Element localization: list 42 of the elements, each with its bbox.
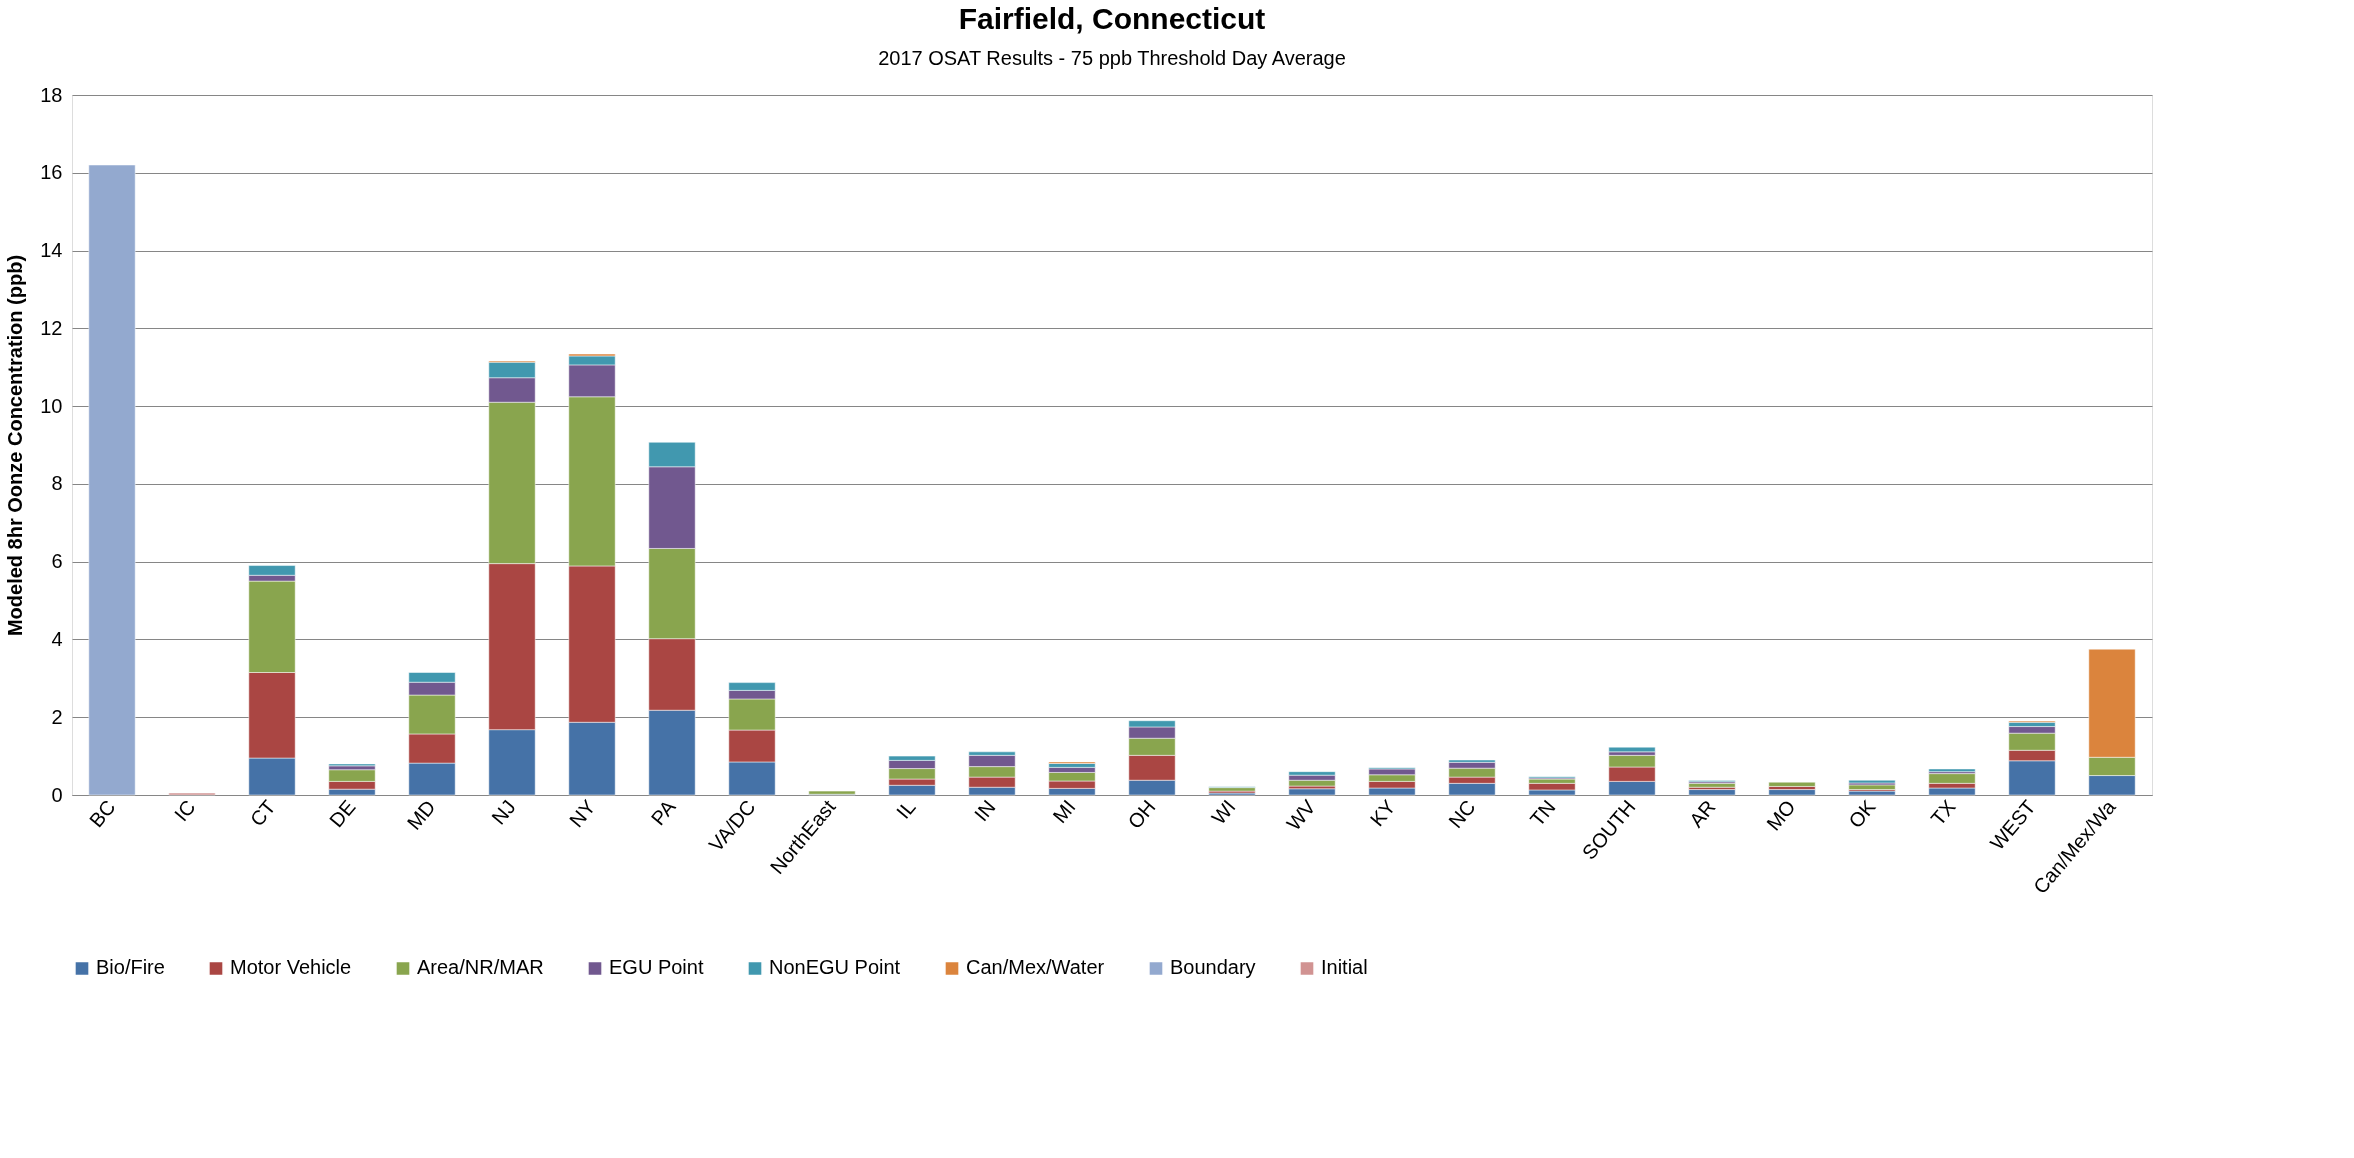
x-tick-label: PA <box>646 795 681 830</box>
x-tick-label: CT <box>245 795 280 831</box>
legend-label: Boundary <box>1170 956 1256 979</box>
y-tick-label: 8 <box>51 472 63 495</box>
x-tick-label: NJ <box>487 795 520 829</box>
x-tick-label: KY <box>1365 795 1400 831</box>
x-tick-label: TX <box>1926 795 1960 830</box>
legend-label: Can/Mex/Water <box>966 956 1105 979</box>
y-tick-label: 2 <box>51 705 63 728</box>
x-tick-label: AR <box>1684 795 1720 832</box>
y-tick-label: 4 <box>51 627 63 650</box>
y-tick-label: 14 <box>40 239 63 262</box>
y-tick-label: 10 <box>40 394 63 417</box>
x-tick-label: MO <box>1762 795 1800 835</box>
legend-label: EGU Point <box>609 956 704 979</box>
chart-subtitle: 2017 OSAT Results - 75 ppb Threshold Day Average <box>878 47 1346 69</box>
legend-label: Initial <box>1321 956 1368 979</box>
x-tick-label: NC <box>1444 795 1480 833</box>
y-tick-label: 18 <box>40 83 63 106</box>
y-tick-label: 6 <box>51 550 63 573</box>
y-tick-label: 0 <box>51 783 63 806</box>
x-tick-label: MD <box>402 795 440 834</box>
x-tick-label: IL <box>892 795 920 823</box>
legend-label: Motor Vehicle <box>230 956 352 979</box>
x-tick-label: WI <box>1207 795 1240 829</box>
x-tick-label: DE <box>324 795 360 832</box>
x-tick-label: IN <box>969 795 1000 826</box>
x-tick-label: TN <box>1525 795 1560 831</box>
x-tick-label: MI <box>1048 795 1080 827</box>
y-tick-label: 12 <box>40 316 63 339</box>
x-tick-label: IC <box>169 795 200 826</box>
x-tick-label: OH <box>1123 795 1160 833</box>
legend-label: Area/NR/MAR <box>417 956 544 979</box>
x-tick-label: WV <box>1282 795 1321 835</box>
y-tick-label: 16 <box>40 161 63 184</box>
chart-title: Fairfield, Connecticut <box>958 2 1266 35</box>
legend-label: NonEGU Point <box>769 956 901 979</box>
legend-label: Bio/Fire <box>96 956 165 979</box>
y-axis-title: Modeled 8hr Oonze Concentration (ppb) <box>4 254 27 637</box>
x-tick-label: BC <box>84 795 120 832</box>
x-tick-label: OK <box>1844 795 1881 833</box>
x-tick-label: NY <box>564 795 600 832</box>
